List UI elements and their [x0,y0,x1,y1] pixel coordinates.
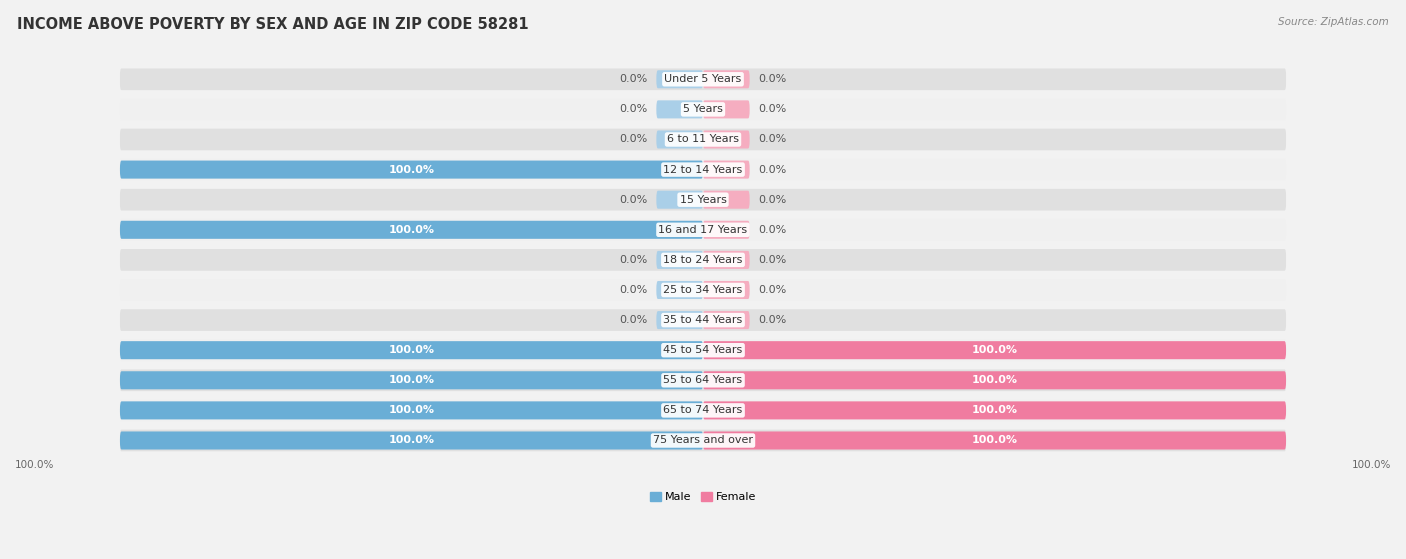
Text: 0.0%: 0.0% [758,135,786,144]
Text: 0.0%: 0.0% [758,195,786,205]
Text: 0.0%: 0.0% [758,105,786,115]
FancyBboxPatch shape [703,432,1286,449]
FancyBboxPatch shape [120,249,1286,271]
FancyBboxPatch shape [120,371,703,389]
FancyBboxPatch shape [657,251,703,269]
FancyBboxPatch shape [120,68,1286,90]
FancyBboxPatch shape [703,101,749,119]
FancyBboxPatch shape [120,279,1286,301]
FancyBboxPatch shape [657,191,703,209]
FancyBboxPatch shape [703,160,749,179]
Text: 0.0%: 0.0% [758,225,786,235]
Text: INCOME ABOVE POVERTY BY SEX AND AGE IN ZIP CODE 58281: INCOME ABOVE POVERTY BY SEX AND AGE IN Z… [17,17,529,32]
Text: 0.0%: 0.0% [758,164,786,174]
FancyBboxPatch shape [703,70,749,88]
FancyBboxPatch shape [657,70,703,88]
Text: 45 to 54 Years: 45 to 54 Years [664,345,742,355]
Text: 0.0%: 0.0% [620,255,648,265]
Text: 15 Years: 15 Years [679,195,727,205]
FancyBboxPatch shape [120,189,1286,211]
Text: 100.0%: 100.0% [388,375,434,385]
FancyBboxPatch shape [120,129,1286,150]
Text: 35 to 44 Years: 35 to 44 Years [664,315,742,325]
FancyBboxPatch shape [120,400,1286,421]
Text: 5 Years: 5 Years [683,105,723,115]
Text: 25 to 34 Years: 25 to 34 Years [664,285,742,295]
Text: 100.0%: 100.0% [15,460,55,470]
Text: 0.0%: 0.0% [620,105,648,115]
FancyBboxPatch shape [703,130,749,149]
Text: 0.0%: 0.0% [758,74,786,84]
FancyBboxPatch shape [120,369,1286,391]
FancyBboxPatch shape [120,401,703,419]
Text: 0.0%: 0.0% [758,315,786,325]
Text: 100.0%: 100.0% [972,405,1018,415]
Text: 100.0%: 100.0% [388,164,434,174]
FancyBboxPatch shape [120,221,703,239]
Text: 18 to 24 Years: 18 to 24 Years [664,255,742,265]
FancyBboxPatch shape [703,251,749,269]
Text: 6 to 11 Years: 6 to 11 Years [666,135,740,144]
Text: 0.0%: 0.0% [620,195,648,205]
FancyBboxPatch shape [120,219,1286,240]
FancyBboxPatch shape [120,341,703,359]
Text: 100.0%: 100.0% [388,435,434,446]
Legend: Male, Female: Male, Female [645,487,761,506]
Text: 100.0%: 100.0% [972,435,1018,446]
FancyBboxPatch shape [703,401,1286,419]
Text: 55 to 64 Years: 55 to 64 Years [664,375,742,385]
Text: 100.0%: 100.0% [972,375,1018,385]
Text: 65 to 74 Years: 65 to 74 Years [664,405,742,415]
Text: Source: ZipAtlas.com: Source: ZipAtlas.com [1278,17,1389,27]
FancyBboxPatch shape [120,339,1286,361]
Text: 16 and 17 Years: 16 and 17 Years [658,225,748,235]
FancyBboxPatch shape [703,341,1286,359]
Text: 0.0%: 0.0% [620,285,648,295]
FancyBboxPatch shape [120,98,1286,120]
Text: 0.0%: 0.0% [620,315,648,325]
FancyBboxPatch shape [657,311,703,329]
FancyBboxPatch shape [120,309,1286,331]
FancyBboxPatch shape [120,432,703,449]
Text: Under 5 Years: Under 5 Years [665,74,741,84]
Text: 0.0%: 0.0% [758,255,786,265]
Text: 100.0%: 100.0% [972,345,1018,355]
Text: 12 to 14 Years: 12 to 14 Years [664,164,742,174]
Text: 100.0%: 100.0% [388,345,434,355]
Text: 0.0%: 0.0% [620,135,648,144]
FancyBboxPatch shape [657,281,703,299]
Text: 75 Years and over: 75 Years and over [652,435,754,446]
FancyBboxPatch shape [703,281,749,299]
Text: 100.0%: 100.0% [388,225,434,235]
FancyBboxPatch shape [703,191,749,209]
Text: 100.0%: 100.0% [1351,460,1391,470]
FancyBboxPatch shape [703,311,749,329]
FancyBboxPatch shape [120,160,703,179]
FancyBboxPatch shape [120,159,1286,181]
FancyBboxPatch shape [657,101,703,119]
Text: 0.0%: 0.0% [620,74,648,84]
FancyBboxPatch shape [703,371,1286,389]
FancyBboxPatch shape [657,130,703,149]
FancyBboxPatch shape [120,430,1286,451]
Text: 100.0%: 100.0% [388,405,434,415]
FancyBboxPatch shape [703,221,749,239]
Text: 0.0%: 0.0% [758,285,786,295]
